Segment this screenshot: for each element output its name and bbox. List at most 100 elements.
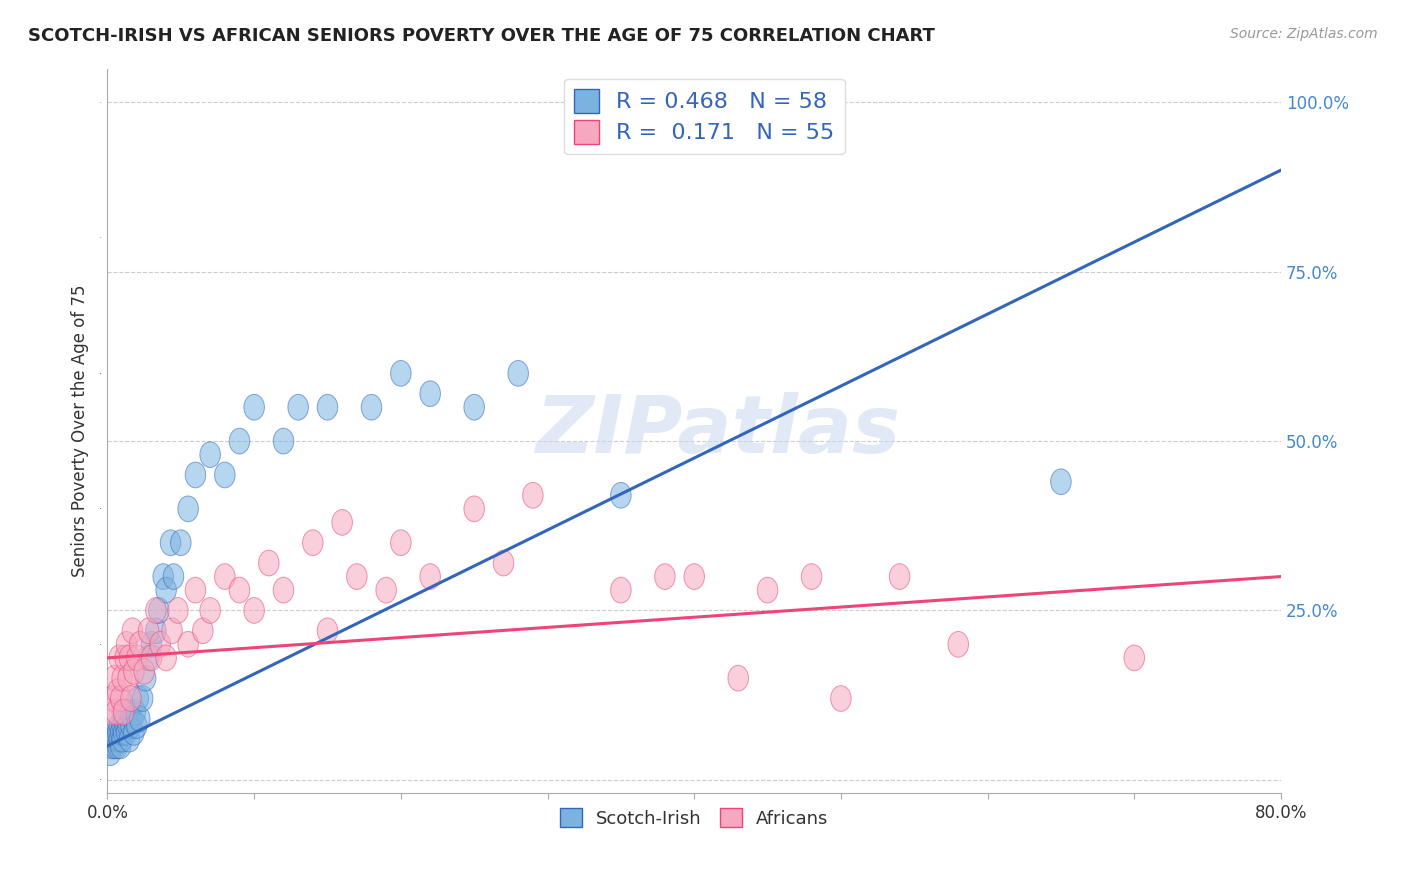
- Ellipse shape: [831, 686, 851, 712]
- Ellipse shape: [215, 462, 235, 488]
- Ellipse shape: [127, 645, 148, 671]
- Ellipse shape: [114, 720, 134, 745]
- Ellipse shape: [332, 509, 353, 535]
- Ellipse shape: [683, 564, 704, 590]
- Ellipse shape: [111, 733, 131, 759]
- Ellipse shape: [361, 394, 382, 420]
- Ellipse shape: [120, 645, 139, 671]
- Ellipse shape: [127, 713, 148, 739]
- Ellipse shape: [186, 462, 205, 488]
- Ellipse shape: [193, 618, 214, 644]
- Ellipse shape: [103, 726, 124, 752]
- Ellipse shape: [138, 645, 159, 671]
- Ellipse shape: [112, 726, 132, 752]
- Ellipse shape: [610, 577, 631, 603]
- Ellipse shape: [141, 632, 162, 657]
- Ellipse shape: [112, 665, 132, 691]
- Ellipse shape: [288, 394, 308, 420]
- Ellipse shape: [391, 360, 411, 386]
- Ellipse shape: [346, 564, 367, 590]
- Ellipse shape: [122, 706, 142, 731]
- Ellipse shape: [138, 618, 159, 644]
- Ellipse shape: [112, 699, 132, 725]
- Ellipse shape: [375, 577, 396, 603]
- Legend: Scotch-Irish, Africans: Scotch-Irish, Africans: [553, 801, 835, 835]
- Ellipse shape: [699, 89, 718, 115]
- Ellipse shape: [103, 686, 124, 712]
- Ellipse shape: [117, 720, 136, 745]
- Ellipse shape: [167, 598, 188, 624]
- Ellipse shape: [948, 632, 969, 657]
- Ellipse shape: [420, 564, 440, 590]
- Text: SCOTCH-IRISH VS AFRICAN SENIORS POVERTY OVER THE AGE OF 75 CORRELATION CHART: SCOTCH-IRISH VS AFRICAN SENIORS POVERTY …: [28, 27, 935, 45]
- Ellipse shape: [243, 394, 264, 420]
- Ellipse shape: [129, 706, 150, 731]
- Ellipse shape: [160, 530, 181, 556]
- Ellipse shape: [135, 665, 156, 691]
- Ellipse shape: [170, 530, 191, 556]
- Ellipse shape: [108, 645, 129, 671]
- Ellipse shape: [121, 713, 141, 739]
- Ellipse shape: [163, 564, 184, 590]
- Ellipse shape: [107, 679, 128, 705]
- Ellipse shape: [129, 632, 150, 657]
- Ellipse shape: [117, 632, 136, 657]
- Ellipse shape: [124, 720, 145, 745]
- Ellipse shape: [115, 645, 135, 671]
- Ellipse shape: [111, 686, 131, 712]
- Ellipse shape: [153, 564, 173, 590]
- Ellipse shape: [111, 720, 131, 745]
- Ellipse shape: [149, 598, 169, 624]
- Ellipse shape: [640, 89, 661, 115]
- Ellipse shape: [104, 720, 125, 745]
- Ellipse shape: [122, 618, 142, 644]
- Ellipse shape: [117, 706, 136, 731]
- Ellipse shape: [118, 713, 138, 739]
- Ellipse shape: [610, 483, 631, 508]
- Ellipse shape: [107, 720, 128, 745]
- Ellipse shape: [150, 632, 170, 657]
- Ellipse shape: [156, 645, 176, 671]
- Ellipse shape: [302, 530, 323, 556]
- Ellipse shape: [273, 428, 294, 454]
- Ellipse shape: [118, 665, 138, 691]
- Ellipse shape: [200, 442, 221, 467]
- Ellipse shape: [179, 496, 198, 522]
- Ellipse shape: [229, 577, 250, 603]
- Ellipse shape: [318, 618, 337, 644]
- Ellipse shape: [273, 577, 294, 603]
- Ellipse shape: [229, 428, 250, 454]
- Ellipse shape: [146, 598, 166, 624]
- Ellipse shape: [104, 665, 125, 691]
- Ellipse shape: [132, 686, 153, 712]
- Ellipse shape: [215, 564, 235, 590]
- Ellipse shape: [728, 665, 748, 691]
- Ellipse shape: [1050, 469, 1071, 494]
- Ellipse shape: [100, 739, 121, 765]
- Ellipse shape: [104, 733, 125, 759]
- Ellipse shape: [655, 564, 675, 590]
- Ellipse shape: [200, 598, 221, 624]
- Ellipse shape: [108, 713, 129, 739]
- Ellipse shape: [1123, 645, 1144, 671]
- Ellipse shape: [115, 713, 135, 739]
- Ellipse shape: [120, 726, 139, 752]
- Ellipse shape: [107, 733, 128, 759]
- Ellipse shape: [494, 550, 513, 576]
- Ellipse shape: [464, 496, 485, 522]
- Ellipse shape: [101, 733, 122, 759]
- Ellipse shape: [162, 618, 183, 644]
- Ellipse shape: [105, 699, 127, 725]
- Ellipse shape: [420, 381, 440, 407]
- Ellipse shape: [125, 699, 146, 725]
- Ellipse shape: [758, 577, 778, 603]
- Ellipse shape: [124, 658, 145, 684]
- Ellipse shape: [186, 577, 205, 603]
- Ellipse shape: [523, 483, 543, 508]
- Text: ZIPatlas: ZIPatlas: [536, 392, 900, 470]
- Y-axis label: Seniors Poverty Over the Age of 75: Seniors Poverty Over the Age of 75: [72, 285, 89, 577]
- Ellipse shape: [146, 618, 166, 644]
- Ellipse shape: [114, 699, 134, 725]
- Ellipse shape: [115, 699, 135, 725]
- Ellipse shape: [890, 564, 910, 590]
